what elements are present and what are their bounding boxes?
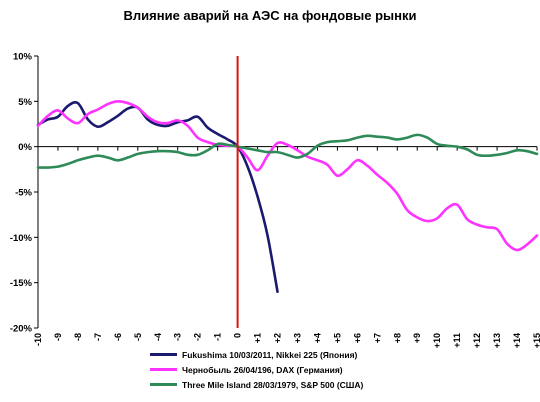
- x-tick-label: +3: [292, 333, 302, 343]
- chart-title: Влияние аварий на АЭС на фондовые рынки: [123, 8, 417, 23]
- legend-swatch: [150, 353, 177, 356]
- x-tick-label: +1: [253, 333, 263, 343]
- legend-item-2: Three Mile Island 28/03/1979, S&P 500 (С…: [150, 377, 363, 392]
- legend-label: Fukushima 10/03/2011, Nikkei 225 (Япония…: [182, 349, 358, 360]
- series-line-0: [36, 101, 279, 294]
- x-tick-label: +5: [332, 333, 342, 343]
- x-tick-label: -10: [33, 333, 43, 346]
- legend-swatch: [150, 368, 177, 371]
- x-tick-label: +9: [412, 333, 422, 343]
- x-tick-label: +2: [273, 333, 283, 343]
- legend-item-0: Fukushima 10/03/2011, Nikkei 225 (Япония…: [150, 347, 363, 362]
- x-tick-label: -8: [73, 333, 83, 341]
- legend-item-1: Чернобыль 26/04/196, DAX (Германия): [150, 362, 363, 377]
- x-tick-label: +15: [532, 333, 540, 348]
- x-tick-label: -9: [53, 333, 63, 341]
- x-tick-label: +11: [452, 333, 462, 348]
- y-tick-label: 0%: [18, 142, 32, 153]
- x-tick-label: +13: [492, 333, 502, 348]
- legend-swatch: [150, 383, 177, 386]
- y-tick-label: 10%: [13, 52, 33, 63]
- x-tick-label: -2: [193, 333, 203, 341]
- x-tick-label: +10: [432, 333, 442, 348]
- x-tick-label: -7: [93, 333, 103, 341]
- x-tick-label: +7: [372, 333, 382, 343]
- x-tick-label: -3: [173, 333, 183, 341]
- chart-legend: Fukushima 10/03/2011, Nikkei 225 (Япония…: [150, 347, 363, 392]
- x-tick-label: -6: [113, 333, 123, 341]
- chart-axes: 10%5%0%-5%-10%-15%-20%-10 -9 -8 -7 -6 -5 -4 -3-…: [10, 52, 540, 349]
- y-tick-label: -20%: [10, 324, 33, 335]
- x-tick-label: +4: [312, 333, 322, 343]
- x-tick-label: -1: [213, 333, 223, 341]
- x-tick-label: -4: [153, 333, 163, 341]
- x-tick-label: +14: [512, 333, 522, 348]
- y-tick-label: -15%: [10, 278, 33, 289]
- series-layer: [36, 100, 539, 294]
- x-tick-label: +12: [472, 333, 482, 348]
- x-tick-label: +8: [392, 333, 402, 343]
- legend-label: Чернобыль 26/04/196, DAX (Германия): [182, 364, 343, 375]
- y-tick-label: -5%: [15, 188, 32, 199]
- series-line-1: [36, 100, 539, 252]
- x-tick-label: 0: [233, 333, 243, 338]
- y-tick-label: -10%: [10, 233, 33, 244]
- y-tick-label: 5%: [18, 97, 32, 108]
- series-line-2: [36, 133, 539, 169]
- x-tick-label: -5: [133, 333, 143, 341]
- x-tick-label: +6: [352, 333, 362, 343]
- legend-label: Three Mile Island 28/03/1979, S&P 500 (С…: [182, 379, 364, 390]
